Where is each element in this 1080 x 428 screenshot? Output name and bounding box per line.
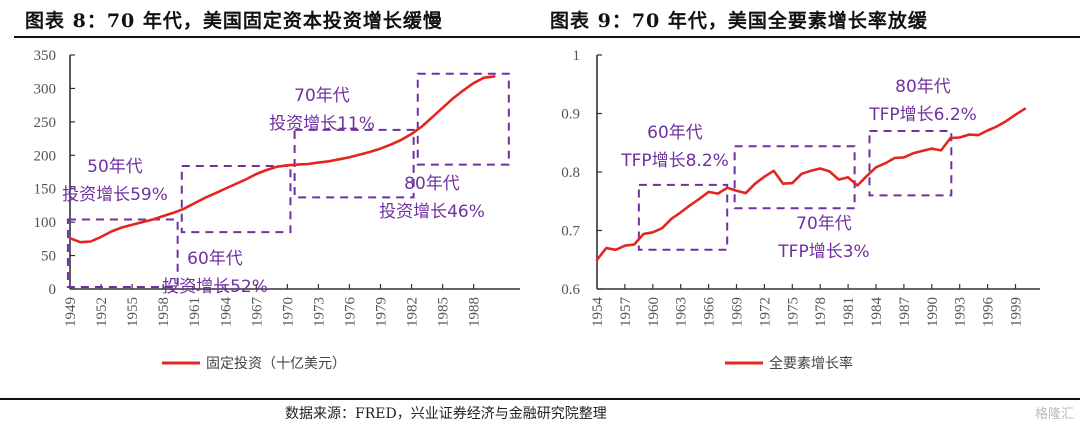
x-tick-label: 1996 [981,297,997,328]
y-tick-label: 100 [34,215,57,231]
y-tick-label: 0.8 [561,165,580,181]
x-tick-label: 1987 [897,297,913,328]
annotation-growth: 投资增长11% [269,114,375,134]
y-tick-label: 50 [41,249,56,265]
y-tick-label: 200 [34,148,57,164]
annotation-decade: 70年代 [294,86,350,106]
legend-label: 全要素增长率 [769,355,853,372]
y-tick-label: 1 [573,48,581,64]
y-tick-label: 0.7 [561,224,580,240]
annotation-decade: 60年代 [187,249,243,269]
x-tick-label: 1964 [218,297,234,328]
annotation-growth: 投资增长59% [62,185,168,205]
y-tick-label: 300 [34,81,57,97]
annotation-decade: 50年代 [87,157,143,177]
x-tick-label: 1967 [249,297,265,328]
x-tick-label: 1966 [702,297,718,328]
annotation-growth: TFP增长8.2% [620,151,729,171]
y-tick-label: 150 [34,182,57,198]
x-tick-label: 1969 [730,297,746,327]
x-tick-label: 1963 [674,297,690,327]
title-rule-right [541,36,1080,38]
annotation-growth: 投资增长52% [162,277,268,297]
annotation-growth: 投资增长46% [379,202,485,222]
x-tick-label: 1954 [590,297,606,328]
x-tick-label: 1975 [785,297,801,327]
y-tick-label: 0 [49,282,57,298]
chart-8: 0 50 100 150 200 250 300 350 1949 1952 1955 1958 196… [34,48,520,372]
decade-box [868,130,953,197]
x-tick-label: 1988 [467,297,483,327]
x-tick-label: 1973 [311,297,327,327]
x-tick-label: 1952 [94,297,110,327]
footer-rule [0,398,1080,400]
annotation-decade: 70年代 [796,214,852,234]
annotation-decade: 80年代 [895,77,951,97]
annotation-growth: TFP增长6.2% [868,105,977,125]
annotation-decade: 80年代 [404,174,460,194]
decade-box [416,72,510,166]
annotation-growth: TFP增长3% [777,242,869,262]
x-tick-label: 1949 [63,297,79,327]
source-note: 数据来源：FRED，兴业证券经济与金融研究院整理 [285,406,607,422]
annotation-decade: 60年代 [647,123,703,143]
x-tick-label: 1985 [436,297,452,327]
decade-box [180,164,292,234]
x-tick-label: 1993 [953,297,969,327]
y-tick-label: 350 [34,48,57,64]
y-tick-label: 250 [34,115,57,131]
series-line [68,75,496,244]
legend-label: 固定投资（十亿美元） [206,356,346,372]
chart-8-title: 图表 8：70 年代，美国固定资本投资增长缓慢 [25,10,443,32]
x-tick-label: 1984 [869,297,885,328]
x-tick-label: 1960 [646,297,662,327]
x-tick-label: 1981 [841,297,857,327]
x-tick-label: 1978 [813,297,829,327]
x-tick-label: 1957 [618,297,634,328]
x-tick-label: 1999 [1009,297,1025,327]
x-tick-label: 1961 [187,297,203,327]
x-tick-label: 1976 [342,297,358,328]
x-tick-label: 1990 [925,297,941,327]
decade-box [637,183,729,251]
x-tick-label: 1982 [405,297,421,327]
x-tick-label: 1970 [280,297,296,327]
watermark-logo: 格隆汇 [1034,407,1074,422]
x-tick-label: 1972 [757,297,773,327]
chart-9-title: 图表 9：70 年代，美国全要素增长率放缓 [550,10,928,32]
decade-box [66,218,179,288]
y-tick-label: 0.9 [561,107,580,123]
decade-box [733,145,856,210]
x-tick-label: 1958 [156,297,172,327]
y-tick-label: 0.6 [561,282,580,298]
x-tick-label: 1955 [125,297,141,327]
chart-9: 0.6 0.7 0.8 0.9 1 1954 1957 1960 1963 1966 1969 197… [561,48,1040,372]
title-rule-left [14,36,541,38]
x-tick-label: 1979 [374,297,390,327]
